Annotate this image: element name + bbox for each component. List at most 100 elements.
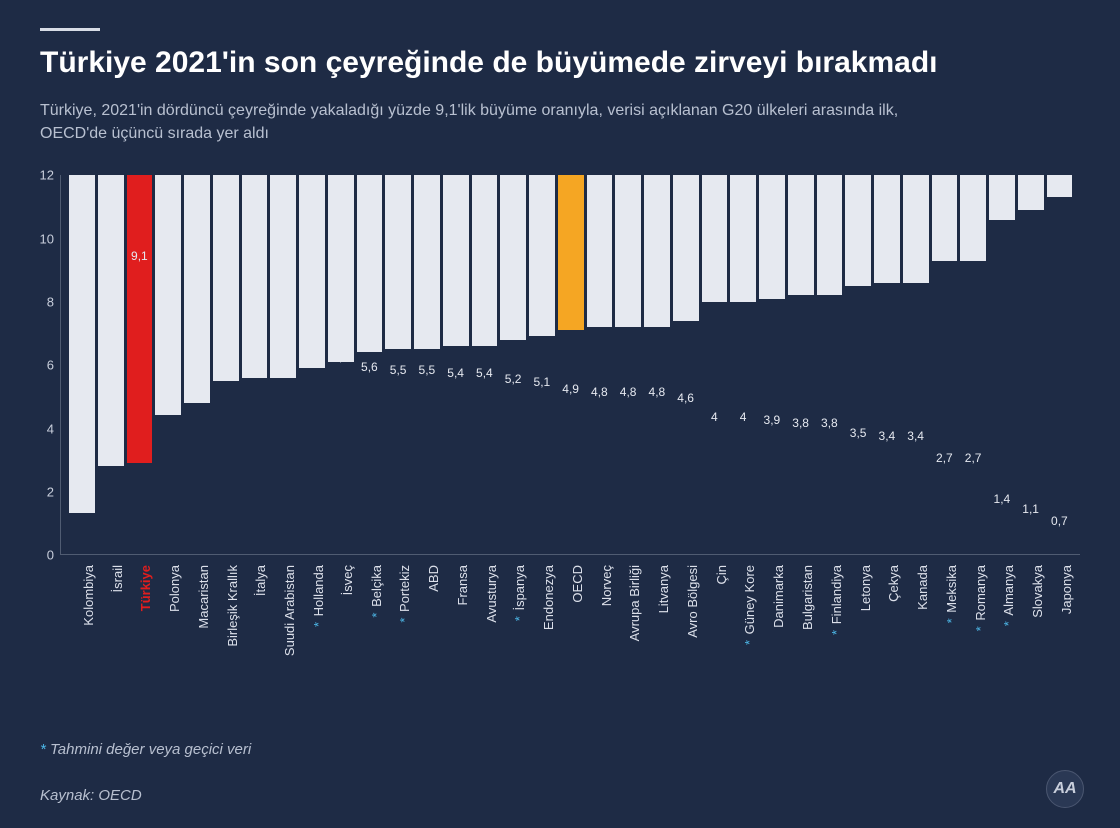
x-label-text: Çin [714,565,729,585]
bar [328,175,354,361]
bar-group: 10,7 [69,175,95,554]
x-axis-labels: Kolombiya İsrail Türkiye Polonya Macaristan B… [68,561,1072,681]
plot-area: 10,79,29,17,67,26,56,46,46,15,95,65,55,5… [60,175,1080,555]
x-axis-label: * Almanya [1001,565,1016,626]
x-axis-label: İsveç [340,565,355,595]
bar-group: 4,8 [644,175,670,554]
x-label-cell: Norveç [586,561,612,681]
asterisk-icon: * [1001,618,1016,627]
x-label-text: OECD [570,565,585,603]
y-tick: 8 [47,295,54,310]
x-label-text: İtalya [253,565,268,596]
bar-group: 9,1 [127,175,153,554]
source-text: Kaynak: OECD [40,787,142,804]
x-label-cell: * İspanya [499,561,525,681]
x-label-cell: * Meksika [931,561,957,681]
bar [414,175,440,349]
bar [385,175,411,349]
x-label-cell: Avro Bölgesi [672,561,698,681]
x-axis-label: * Belçika [369,565,384,618]
x-label-text: Belçika [369,565,384,607]
footnote-text: Tahmini değer veya geçici veri [50,741,251,758]
bar-value-label: 6,4 [275,334,292,348]
asterisk-icon: * [40,741,46,758]
bar-value-label: 3,8 [821,416,838,430]
bar-group: 5,5 [385,175,411,554]
bar-value-label: 3,9 [764,413,781,427]
x-label-text: ABD [426,565,441,592]
bar-group: 9,2 [98,175,124,554]
x-axis-label: Letonya [858,565,873,611]
bar-value-label: 1,4 [994,492,1011,506]
x-axis-label: Kolombiya [81,565,96,626]
bar [1047,175,1073,197]
bar-group: 3,8 [788,175,814,554]
bar-value-label: 5,1 [534,375,551,389]
x-label-cell: Litvanya [643,561,669,681]
x-label-text: Türkiye [138,565,153,611]
x-label-text: İspanya [512,565,527,611]
x-label-cell: Kolombiya [68,561,94,681]
bar [845,175,871,286]
bar-group: 5,4 [443,175,469,554]
bar-value-label: 10,7 [70,198,93,212]
bar-group: 5,4 [472,175,498,554]
footnote: * Tahmini değer veya geçici veri [40,741,251,758]
x-label-cell: * Hollanda [298,561,324,681]
x-label-text: Fransa [455,565,470,605]
x-axis-label: * Meksika [944,565,959,623]
bar-value-label: 4 [711,410,718,424]
bar [500,175,526,339]
bar [472,175,498,346]
x-axis-label: Çekya [886,565,901,602]
x-label-cell: İsrail [97,561,123,681]
bar-group: 4 [730,175,756,554]
x-axis-label: Fransa [455,565,470,605]
bar [989,175,1015,219]
bar-group: 4 [702,175,728,554]
bar [299,175,325,368]
x-axis-label: * Güney Kore [742,565,757,645]
x-axis-label: İtalya [253,565,268,596]
bar-value-label: 4,8 [649,385,666,399]
x-label-cell: Slovakya [1017,561,1043,681]
page-subtitle: Türkiye, 2021'in dördüncü çeyreğinde yak… [40,99,960,145]
x-axis-label: Kanada [915,565,930,610]
y-axis: 024681012 [38,175,60,555]
bar [587,175,613,327]
bar [69,175,95,513]
x-axis-label: ABD [426,565,441,592]
x-label-cell: Letonya [845,561,871,681]
x-axis-label: Macaristan [196,565,211,629]
bar-group: 5,5 [414,175,440,554]
bar [759,175,785,298]
x-label-text: İsrail [110,565,125,592]
bar-group: 6,1 [299,175,325,554]
x-label-cell: * Güney Kore [730,561,756,681]
x-axis-label: Norveç [599,565,614,606]
bar [874,175,900,282]
bar-value-label: 3,5 [850,426,867,440]
bar-value-label: 9,2 [102,246,119,260]
page-title: Türkiye 2021'in son çeyreğinde de büyüme… [40,45,1080,81]
x-label-cell: * Portekiz [384,561,410,681]
x-label-text: Kolombiya [81,565,96,626]
bar-value-label: 9,1 [131,249,148,263]
x-label-text: Slovakya [1030,565,1045,618]
bar-value-label: 4 [740,410,747,424]
x-label-cell: * Belçika [356,561,382,681]
bar [788,175,814,295]
bar [702,175,728,301]
bar-value-label: 5,2 [505,372,522,386]
x-axis-label: Polonya [167,565,182,612]
bar-group: 2,7 [960,175,986,554]
x-label-cell: * Almanya [989,561,1015,681]
bar-value-label: 2,7 [965,451,982,465]
asterisk-icon: * [829,627,844,636]
x-label-cell: Suudi Arabistan [269,561,295,681]
bar [960,175,986,260]
bar-value-label: 5,4 [476,366,493,380]
x-label-text: Letonya [858,565,873,611]
bar-group: 6,5 [213,175,239,554]
bar [443,175,469,346]
